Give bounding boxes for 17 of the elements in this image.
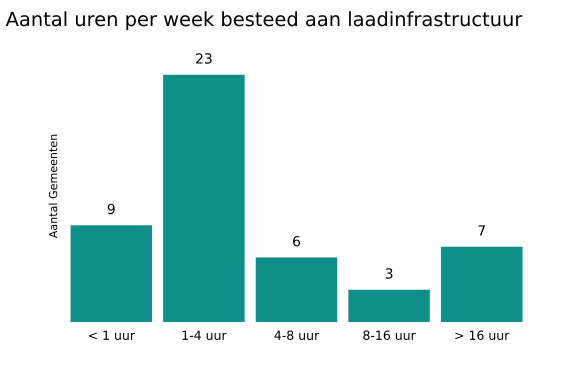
x-tick-label: 8-16 uur [363, 330, 416, 340]
data-label: 3 [386, 268, 392, 279]
bar [256, 257, 338, 322]
data-label: 9 [108, 204, 115, 214]
y-axis-title: Aantal Gemeenten [48, 134, 58, 238]
bar [440, 246, 522, 322]
bar [348, 290, 430, 322]
x-tick-label: 4-8 uur [274, 330, 320, 340]
x-tick-label: < 1 uur [88, 330, 135, 340]
x-tick-label: 1-4 uur [182, 330, 227, 340]
data-label: 23 [196, 53, 212, 64]
bar [70, 225, 152, 322]
chart-title: Aantal uren per week besteed aan laadinfrastructuur [6, 11, 522, 30]
data-label: 7 [478, 225, 485, 236]
bar [163, 74, 245, 322]
x-tick-label: > 16 uur [455, 330, 510, 340]
data-label: 6 [293, 236, 300, 246]
